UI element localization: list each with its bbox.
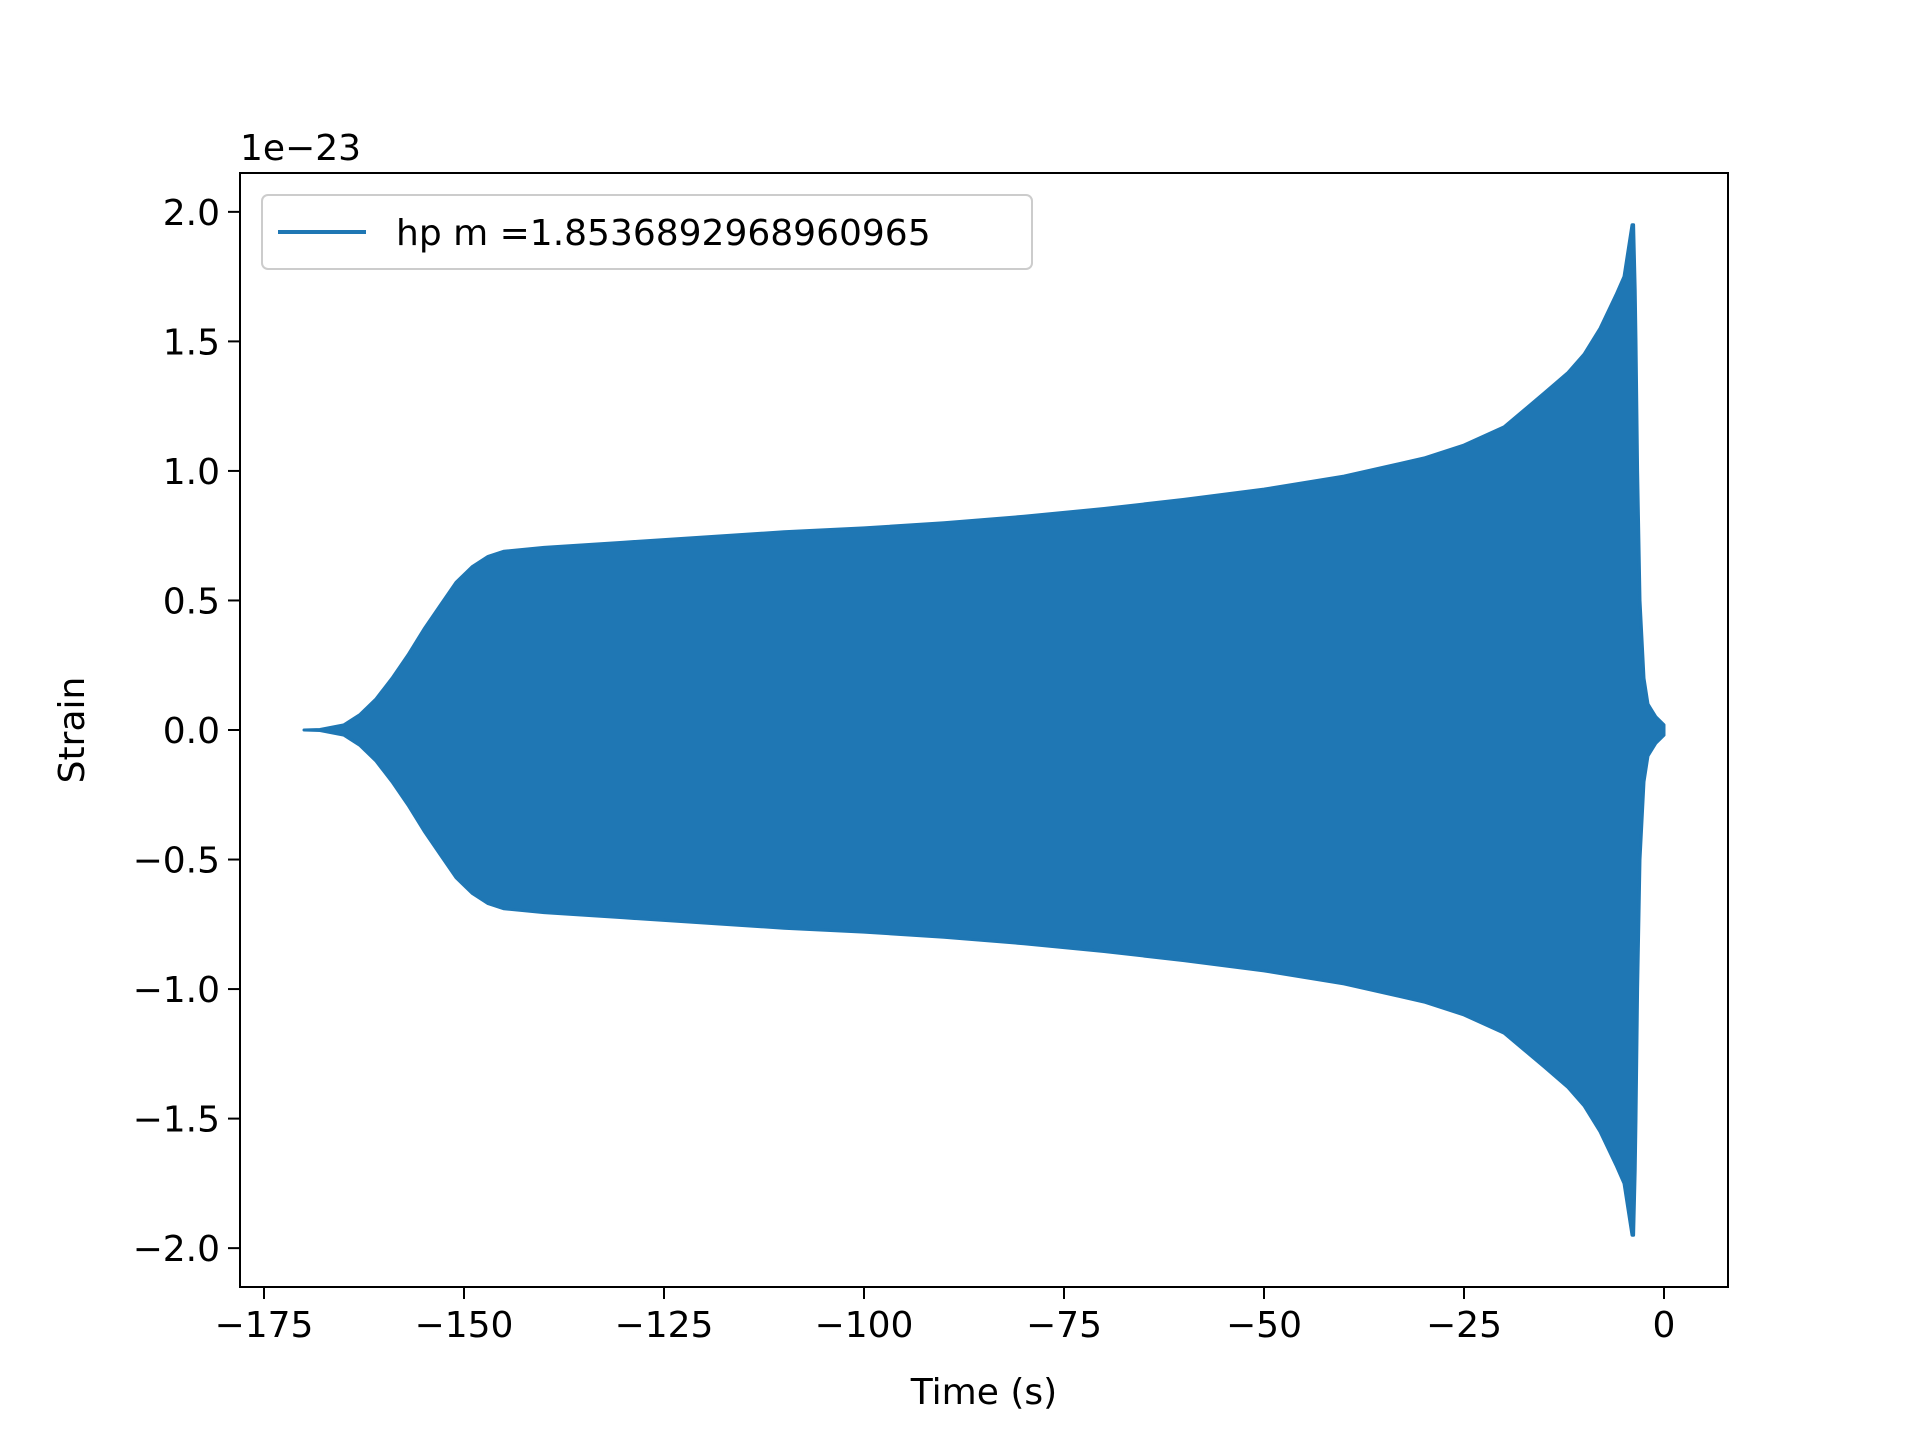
x-tick-label: −100 <box>815 1305 914 1346</box>
y-tick-label: 2.0 <box>163 193 220 234</box>
legend: hp m =1.8536892968960965 <box>261 194 1033 270</box>
y-tick-label: −1.5 <box>133 1100 220 1141</box>
x-tick-label: −25 <box>1426 1305 1502 1346</box>
x-tick-label: −150 <box>415 1305 514 1346</box>
legend-entry-label: hp m =1.8536892968960965 <box>396 213 931 254</box>
x-axis-label: Time (s) <box>910 1372 1057 1413</box>
x-tick-label: −50 <box>1226 1305 1302 1346</box>
series-line-hp <box>302 223 1666 1237</box>
y-axis-label: Strain <box>52 677 93 784</box>
y-axis-offset-text: 1e−23 <box>240 128 361 169</box>
y-tick-label: −1.0 <box>133 970 220 1011</box>
y-tick-label: 1.0 <box>163 452 220 493</box>
y-tick-label: −2.0 <box>133 1229 220 1270</box>
y-tick-label: 0.0 <box>163 711 220 752</box>
x-tick-label: −75 <box>1026 1305 1102 1346</box>
y-tick-label: 1.5 <box>163 322 220 363</box>
x-tick-label: −125 <box>615 1305 714 1346</box>
x-axis-ticks: −175 −150 −125 −100 −75 −50 −25 0 <box>215 1287 1676 1346</box>
legend-frame <box>261 194 1033 270</box>
y-tick-label: 0.5 <box>163 581 220 622</box>
data-layer <box>302 223 1666 1237</box>
x-tick-label: −175 <box>215 1305 314 1346</box>
x-tick-label: 0 <box>1653 1305 1676 1346</box>
y-tick-label: −0.5 <box>133 841 220 882</box>
y-axis-ticks: −2.0 −1.5 −1.0 −0.5 0.0 0.5 1.0 1.5 2.0 <box>133 193 240 1270</box>
